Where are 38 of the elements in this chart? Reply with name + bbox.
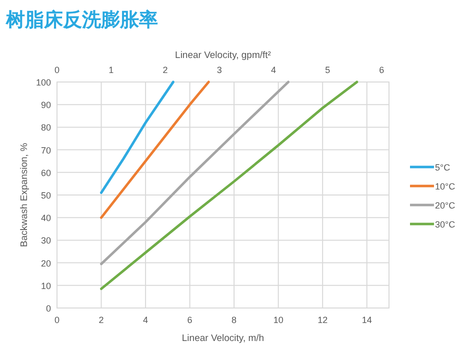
line-series (100, 80, 358, 290)
y-tick-label: 70 (40, 145, 51, 156)
legend-label: 30°C (435, 220, 456, 230)
x2-tick-label: 1 (108, 65, 114, 75)
line-series (100, 80, 210, 219)
y-tick-label: 60 (40, 168, 51, 178)
x2-tick-label: 0 (54, 65, 60, 75)
y-tick-label: 40 (40, 213, 51, 224)
line-series (100, 80, 174, 194)
y-axis-title: Backwash Expansion, % (19, 142, 30, 248)
x2-tick-label: 3 (216, 65, 222, 75)
x-tick-label: 6 (187, 315, 192, 325)
x-tick-label: 4 (143, 315, 148, 325)
y-tick-label: 100 (36, 78, 51, 88)
y-tick-label: 50 (40, 190, 51, 200)
legend-label: 5°C (435, 162, 451, 172)
y-tick-label: 0 (46, 304, 51, 314)
x-tick-label: 0 (54, 315, 60, 325)
x2-axis-title: Linear Velocity, gpm/ft² (175, 50, 271, 61)
x2-tick-label: 4 (270, 65, 276, 75)
x2-tick-label: 2 (162, 65, 168, 75)
x-axis-title: Linear Velocity, m/h (182, 333, 264, 344)
x-tick-label: 14 (362, 315, 372, 325)
line-series (100, 80, 290, 266)
legend-label: 20°C (435, 200, 456, 210)
x-tick-label: 2 (98, 315, 104, 325)
legend-label: 10°C (435, 182, 456, 192)
x2-tick-label: 6 (379, 65, 384, 75)
y-tick-label: 90 (40, 100, 51, 110)
x-tick-label: 8 (232, 315, 237, 325)
y-tick-label: 30 (40, 236, 51, 246)
x-tick-label: 10 (273, 315, 284, 325)
x-tick-label: 12 (318, 315, 328, 325)
y-tick-label: 10 (40, 280, 51, 291)
chart-title: 树脂床反洗膨胀率 (5, 9, 158, 31)
y-tick-label: 20 (40, 258, 51, 268)
y-tick-label: 80 (40, 122, 51, 133)
x2-tick-label: 5 (325, 65, 330, 75)
